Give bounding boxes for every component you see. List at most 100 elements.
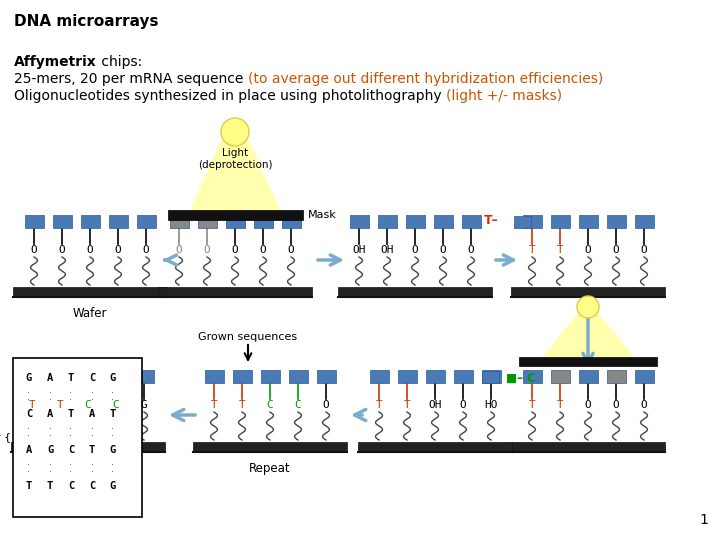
Text: ·: · bbox=[91, 431, 94, 441]
Text: ·: · bbox=[112, 424, 114, 434]
Text: ·: · bbox=[70, 395, 73, 405]
Text: C: C bbox=[266, 400, 274, 410]
Text: OH: OH bbox=[428, 400, 442, 410]
Text: O: O bbox=[613, 400, 619, 410]
Text: ·: · bbox=[27, 460, 30, 470]
FancyBboxPatch shape bbox=[405, 215, 425, 228]
Text: ·: · bbox=[70, 431, 73, 441]
Text: ·: · bbox=[91, 467, 94, 477]
Text: ·: · bbox=[91, 388, 94, 398]
Text: O: O bbox=[323, 400, 329, 410]
FancyBboxPatch shape bbox=[377, 215, 397, 228]
Text: O: O bbox=[143, 245, 149, 255]
FancyBboxPatch shape bbox=[426, 370, 444, 383]
Text: ■– C: ■– C bbox=[506, 372, 536, 384]
Text: ·: · bbox=[48, 395, 52, 405]
Text: Grown sequences: Grown sequences bbox=[199, 332, 297, 342]
Text: O: O bbox=[440, 245, 446, 255]
Text: ·: · bbox=[48, 467, 52, 477]
Text: T: T bbox=[26, 481, 32, 491]
Text: O: O bbox=[260, 245, 266, 255]
Text: Mask: Mask bbox=[307, 210, 336, 220]
FancyBboxPatch shape bbox=[634, 215, 654, 228]
Text: ·: · bbox=[112, 395, 114, 405]
Text: ·: · bbox=[48, 431, 52, 441]
Text: Repeat: Repeat bbox=[249, 462, 291, 475]
FancyBboxPatch shape bbox=[81, 215, 99, 228]
Text: A: A bbox=[89, 409, 95, 419]
FancyBboxPatch shape bbox=[551, 215, 570, 228]
Text: ·: · bbox=[91, 424, 94, 434]
FancyBboxPatch shape bbox=[13, 358, 142, 517]
Text: ·: · bbox=[27, 424, 30, 434]
FancyBboxPatch shape bbox=[261, 370, 279, 383]
Text: chips:: chips: bbox=[96, 55, 142, 69]
Text: GeneChip®
Microarray: GeneChip® Microarray bbox=[55, 465, 121, 487]
Text: G: G bbox=[110, 373, 116, 383]
Text: O: O bbox=[613, 245, 619, 255]
FancyBboxPatch shape bbox=[513, 216, 531, 228]
FancyBboxPatch shape bbox=[462, 215, 480, 228]
Text: O: O bbox=[31, 245, 37, 255]
Text: O: O bbox=[232, 245, 238, 255]
Text: ·: · bbox=[48, 424, 52, 434]
Text: OH: OH bbox=[352, 245, 366, 255]
Text: O: O bbox=[467, 245, 474, 255]
Text: O: O bbox=[86, 245, 94, 255]
Polygon shape bbox=[190, 140, 280, 210]
FancyBboxPatch shape bbox=[317, 370, 336, 383]
FancyBboxPatch shape bbox=[282, 215, 300, 228]
Text: Wafer: Wafer bbox=[73, 307, 107, 320]
Text: (to average out different hybridization efficiencies): (to average out different hybridization … bbox=[248, 72, 603, 86]
Text: ·: · bbox=[48, 388, 52, 398]
Text: C: C bbox=[85, 400, 91, 410]
Text: T: T bbox=[47, 481, 53, 491]
Text: O: O bbox=[204, 245, 210, 255]
Text: T: T bbox=[68, 409, 74, 419]
FancyBboxPatch shape bbox=[193, 442, 347, 452]
Text: Affymetrix: Affymetrix bbox=[14, 55, 96, 69]
FancyBboxPatch shape bbox=[606, 215, 626, 228]
FancyBboxPatch shape bbox=[107, 370, 125, 383]
Text: O: O bbox=[585, 400, 591, 410]
FancyBboxPatch shape bbox=[338, 287, 492, 297]
Text: T: T bbox=[557, 400, 563, 410]
FancyBboxPatch shape bbox=[168, 210, 302, 220]
FancyBboxPatch shape bbox=[204, 370, 223, 383]
Text: C: C bbox=[294, 400, 302, 410]
Text: C: C bbox=[26, 409, 32, 419]
Circle shape bbox=[577, 296, 599, 318]
FancyBboxPatch shape bbox=[551, 370, 570, 383]
FancyBboxPatch shape bbox=[578, 215, 598, 228]
Text: G: G bbox=[47, 445, 53, 455]
Text: G: G bbox=[140, 400, 148, 410]
FancyBboxPatch shape bbox=[225, 215, 245, 228]
Text: (light +/- masks): (light +/- masks) bbox=[446, 89, 562, 103]
FancyBboxPatch shape bbox=[13, 287, 167, 297]
Text: T: T bbox=[110, 409, 116, 419]
FancyBboxPatch shape bbox=[369, 370, 389, 383]
Text: ·: · bbox=[91, 460, 94, 470]
Text: O: O bbox=[114, 245, 122, 255]
Text: ·: · bbox=[112, 388, 114, 398]
Text: O: O bbox=[585, 245, 591, 255]
Text: ·: · bbox=[48, 460, 52, 470]
Text: ·: · bbox=[112, 467, 114, 477]
Text: A: A bbox=[47, 373, 53, 383]
Text: ·: · bbox=[27, 388, 30, 398]
FancyBboxPatch shape bbox=[349, 215, 369, 228]
Text: G: G bbox=[26, 373, 32, 383]
Text: 1: 1 bbox=[699, 513, 708, 527]
FancyBboxPatch shape bbox=[11, 442, 165, 452]
Text: C: C bbox=[68, 445, 74, 455]
Text: ·: · bbox=[27, 467, 30, 477]
Text: ·: · bbox=[27, 431, 30, 441]
Text: ·: · bbox=[27, 395, 30, 405]
FancyBboxPatch shape bbox=[50, 370, 70, 383]
Text: T: T bbox=[528, 400, 536, 410]
FancyBboxPatch shape bbox=[511, 287, 665, 297]
Text: T: T bbox=[557, 245, 563, 255]
Text: A: A bbox=[47, 409, 53, 419]
Text: Oligonucleotides synthesized in place using photolithography: Oligonucleotides synthesized in place us… bbox=[14, 89, 446, 103]
FancyBboxPatch shape bbox=[53, 215, 71, 228]
